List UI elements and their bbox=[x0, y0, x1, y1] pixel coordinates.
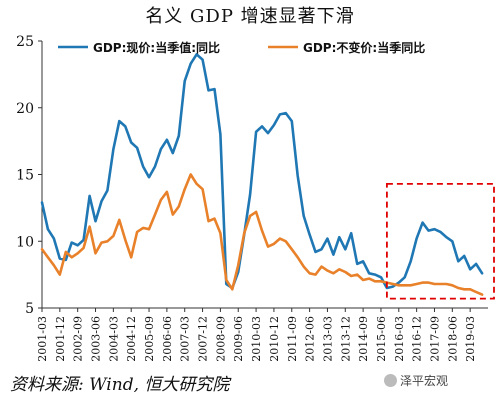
x-tick-label: 2007-03 bbox=[179, 316, 192, 362]
x-tick-label: 2006-06 bbox=[161, 316, 174, 362]
x-tick-label: 2008-09 bbox=[214, 316, 227, 362]
y-tick-label: 5 bbox=[25, 301, 34, 317]
highlight-box bbox=[386, 182, 495, 300]
x-tick-labels: 2001-03 2001-12 2002-09 2003-06 2004-03 2004-… bbox=[36, 308, 477, 362]
watermark-text: 泽平宏观 bbox=[400, 374, 449, 388]
x-tick-label: 2007-12 bbox=[197, 316, 210, 362]
x-tick-label: 2012-06 bbox=[304, 316, 317, 362]
x-tick-label: 2001-12 bbox=[54, 316, 67, 362]
x-tick-label: 2015-06 bbox=[375, 316, 388, 362]
x-tick-label: 2002-09 bbox=[72, 316, 85, 362]
y-tick-label: 25 bbox=[16, 34, 34, 50]
y-tick-label: 15 bbox=[16, 168, 34, 184]
x-tick-label: 2010-12 bbox=[268, 316, 281, 362]
x-tick-label: 2016-03 bbox=[393, 316, 406, 362]
legend-label: GDP:不变价:当季同比 bbox=[303, 40, 425, 55]
chart-title: 名义 GDP 增速显著下滑 bbox=[145, 6, 355, 27]
y-tick-label: 20 bbox=[16, 101, 34, 117]
x-tick-label: 2005-09 bbox=[143, 316, 156, 362]
y-tick-labels: 5 10 15 20 25 bbox=[16, 34, 42, 317]
x-tick-label: 2018-06 bbox=[446, 316, 459, 362]
x-tick-label: 2004-03 bbox=[107, 316, 120, 362]
x-tick-label: 2010-03 bbox=[250, 316, 263, 362]
x-tick-label: 2013-03 bbox=[321, 316, 334, 362]
legend-label: GDP:现价:当季值:同比 bbox=[93, 40, 220, 55]
series-line-real bbox=[40, 173, 484, 296]
x-tick-label: 2017-09 bbox=[428, 316, 441, 362]
highlight-box-layer bbox=[386, 182, 495, 300]
x-tick-label: 2013-12 bbox=[339, 316, 352, 362]
x-tick-label: 2011-09 bbox=[286, 316, 299, 362]
x-tick-label: 2014-09 bbox=[357, 316, 370, 362]
legend: GDP:现价:当季值:同比 GDP:不变价:当季同比 bbox=[58, 40, 425, 55]
x-tick-label: 2004-12 bbox=[125, 316, 138, 362]
x-tick-label: 2003-06 bbox=[90, 316, 103, 362]
x-tick-label: 2016-12 bbox=[411, 316, 424, 362]
y-tick-label: 10 bbox=[16, 234, 34, 250]
source-note: 资料来源: Wind, 恒大研究院 bbox=[10, 375, 230, 395]
watermark: 泽平宏观 bbox=[384, 372, 448, 389]
series-line-nominal bbox=[40, 53, 484, 290]
x-tick-label: 2001-03 bbox=[36, 316, 49, 362]
series-layer bbox=[40, 53, 484, 296]
x-tick-label: 2019-03 bbox=[464, 316, 477, 362]
wechat-icon bbox=[384, 374, 397, 387]
x-tick-label: 2009-06 bbox=[232, 316, 245, 362]
